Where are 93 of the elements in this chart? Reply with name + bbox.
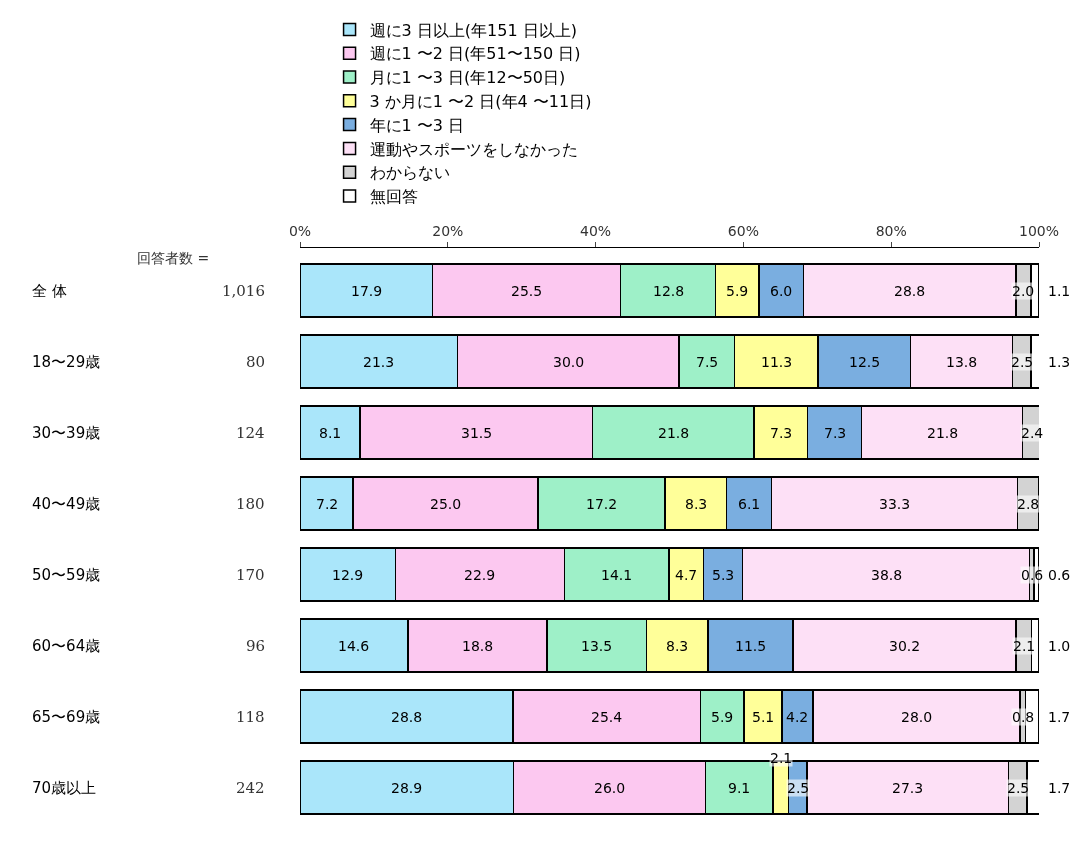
data-label: 4.7: [675, 567, 698, 583]
data-label: 13.5: [581, 638, 613, 654]
data-label: 2.5: [787, 780, 810, 796]
data-label: 4.2: [786, 709, 809, 725]
data-label: 0.8: [1012, 709, 1035, 725]
x2-tick-label: 0%: [288, 223, 312, 240]
data-label: 14.1: [601, 567, 633, 583]
x2-tick-label: 80%: [875, 223, 907, 240]
y-tick-label: 30〜39歳: [32, 424, 101, 442]
data-label: 25.4: [591, 709, 623, 725]
legend-label: わからない: [369, 163, 450, 183]
data-label: 2.4: [1021, 425, 1044, 441]
legend-label: 週に3 日以上(年151 日以上): [369, 20, 577, 40]
data-label: 0.6: [1048, 567, 1071, 583]
y-tick-label: 全 体: [32, 282, 67, 300]
data-label: 1.0: [1048, 638, 1071, 654]
y-tick-label: 65〜69歳: [32, 708, 101, 726]
x2-tick-label: 20%: [432, 223, 464, 240]
text: 1,016: [222, 282, 265, 300]
data-label: 31.5: [461, 425, 493, 441]
text: 118: [236, 708, 265, 726]
data-label: 21.3: [363, 354, 395, 370]
data-label: 1.1: [1048, 283, 1071, 299]
data-label: 7.5: [696, 354, 719, 370]
text: 124: [236, 424, 265, 442]
data-label: 21.8: [927, 425, 959, 441]
data-label: 33.3: [879, 496, 911, 512]
legend-label: 3 か月に1 〜2 日(年4 〜11日): [369, 92, 592, 112]
legend-label: 月に1 〜3 日(年12〜50日): [369, 68, 566, 88]
x2-tick-label: 40%: [580, 223, 612, 240]
data-label: 2.5: [1007, 780, 1030, 796]
data-label: 28.8: [391, 709, 423, 725]
y-tick-label: 18〜29歳: [32, 353, 101, 371]
y-tick-label: 50〜59歳: [32, 566, 101, 584]
data-label: 38.8: [871, 567, 903, 583]
x2-tick-label: 60%: [727, 223, 759, 240]
y-tick-label: 70歳以上: [32, 779, 97, 797]
data-label: 2.1: [1013, 638, 1036, 654]
data-label: 11.5: [735, 638, 767, 654]
data-label: 12.8: [653, 283, 685, 299]
legend-label: 無回答: [369, 187, 418, 207]
data-label: 12.9: [332, 567, 364, 583]
data-label: 1.7: [1048, 780, 1071, 796]
data-label: 0.6: [1021, 567, 1044, 583]
data-label: 8.3: [685, 496, 708, 512]
data-label: 7.3: [770, 425, 793, 441]
x2-tick-label: 100%: [1018, 223, 1060, 240]
data-label: 1.7: [1048, 709, 1071, 725]
data-label: 25.5: [511, 283, 543, 299]
data-label: 5.3: [712, 567, 735, 583]
data-label: 11.3: [761, 354, 793, 370]
text: 80: [246, 353, 266, 371]
text: 96: [246, 637, 266, 655]
data-label: 22.9: [464, 567, 496, 583]
data-label: 8.3: [666, 638, 689, 654]
data-label: 9.1: [728, 780, 751, 796]
data-label: 26.0: [594, 780, 626, 796]
data-label: 7.2: [316, 496, 339, 512]
text: 180: [236, 495, 265, 513]
data-label: 28.9: [391, 780, 423, 796]
data-label: 17.2: [586, 496, 618, 512]
data-label: 2.1: [770, 750, 793, 766]
y-tick-label: 60〜64歳: [32, 637, 101, 655]
data-label: 8.1: [319, 425, 342, 441]
data-label: 2.8: [1017, 496, 1040, 512]
data-label: 5.9: [726, 283, 749, 299]
y-tick-label: 40〜49歳: [32, 495, 101, 513]
data-label: 28.8: [894, 283, 926, 299]
data-label: 13.8: [946, 354, 978, 370]
data-label: 5.1: [752, 709, 775, 725]
data-label: 2.0: [1012, 283, 1035, 299]
data-label: 30.0: [553, 354, 585, 370]
data-label: 14.6: [338, 638, 370, 654]
data-label: 25.0: [430, 496, 462, 512]
data-label: 7.3: [824, 425, 847, 441]
text: 回答者数 =: [137, 250, 210, 266]
data-label: 30.2: [889, 638, 921, 654]
legend-label: 週に1 〜2 日(年51〜150 日): [369, 44, 581, 64]
data-label: 28.0: [901, 709, 933, 725]
legend-label: 年に1 〜3 日: [369, 115, 465, 135]
data-label: 21.8: [658, 425, 690, 441]
data-label: 6.1: [738, 496, 761, 512]
data-label: 5.9: [711, 709, 734, 725]
text: 242: [236, 779, 265, 797]
data-label: 27.3: [892, 780, 924, 796]
data-label: 2.5: [1011, 354, 1034, 370]
data-label: 1.3: [1048, 354, 1071, 370]
data-label: 18.8: [462, 638, 494, 654]
data-label: 17.9: [351, 283, 383, 299]
data-label: 6.0: [770, 283, 793, 299]
data-label: 12.5: [849, 354, 881, 370]
text: 170: [236, 566, 265, 584]
legend-label: 運動やスポーツをしなかった: [369, 139, 578, 159]
